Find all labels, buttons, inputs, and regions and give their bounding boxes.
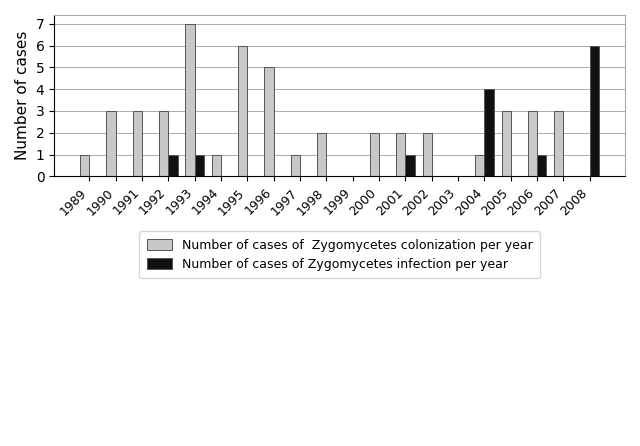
Bar	[212, 155, 221, 176]
Bar	[590, 45, 599, 176]
Bar	[396, 133, 405, 176]
Bar	[195, 155, 204, 176]
Bar	[106, 111, 116, 176]
Y-axis label: Number of cases: Number of cases	[15, 31, 30, 161]
Bar	[405, 155, 415, 176]
Bar	[317, 133, 326, 176]
Bar	[264, 67, 274, 176]
Bar	[502, 111, 511, 176]
Bar	[132, 111, 142, 176]
Bar	[159, 111, 168, 176]
Bar	[238, 45, 248, 176]
Bar	[537, 155, 547, 176]
Bar	[291, 155, 300, 176]
Bar	[80, 155, 90, 176]
Bar	[370, 133, 379, 176]
Bar	[168, 155, 177, 176]
Legend: Number of cases of  Zygomycetes colonization per year, Number of cases of Zygomy: Number of cases of Zygomycetes colonizat…	[140, 231, 540, 278]
Bar	[484, 89, 493, 176]
Bar	[528, 111, 537, 176]
Bar	[422, 133, 432, 176]
Bar	[186, 24, 195, 176]
Bar	[554, 111, 563, 176]
Bar	[476, 155, 484, 176]
